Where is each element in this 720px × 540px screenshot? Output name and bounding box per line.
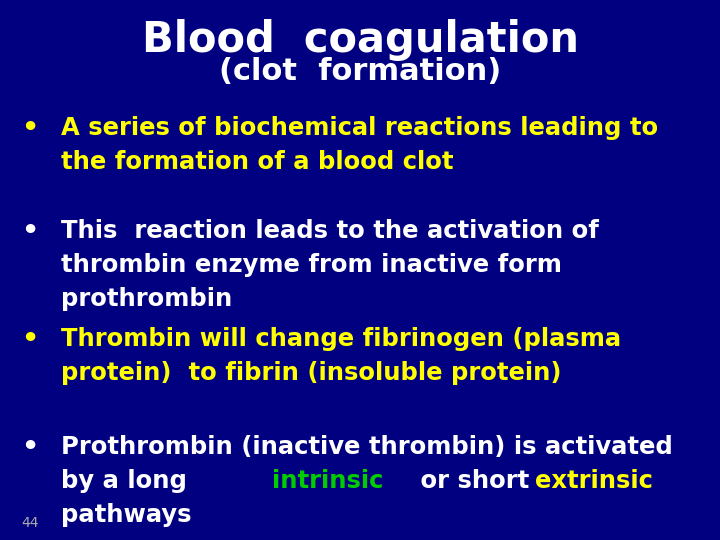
Text: •: • [22,435,39,461]
Text: A series of biochemical reactions leading to: A series of biochemical reactions leadin… [61,116,658,140]
Text: or short: or short [412,469,538,492]
Text: extrinsic: extrinsic [535,469,653,492]
Text: pathways: pathways [61,503,192,526]
Text: Thrombin will change fibrinogen (plasma: Thrombin will change fibrinogen (plasma [61,327,621,350]
Text: •: • [22,116,39,142]
Text: 44: 44 [22,516,39,530]
Text: (clot  formation): (clot formation) [219,57,501,86]
Text: by a long: by a long [61,469,196,492]
Text: prothrombin: prothrombin [61,287,233,310]
Text: intrinsic: intrinsic [272,469,383,492]
Text: Blood  coagulation: Blood coagulation [142,19,578,61]
Text: •: • [22,327,39,353]
Text: This  reaction leads to the activation of: This reaction leads to the activation of [61,219,599,242]
Text: thrombin enzyme from inactive form: thrombin enzyme from inactive form [61,253,562,276]
Text: •: • [22,219,39,245]
Text: the formation of a blood clot: the formation of a blood clot [61,150,454,174]
Text: Prothrombin (inactive thrombin) is activated: Prothrombin (inactive thrombin) is activ… [61,435,673,458]
Text: protein)  to fibrin (insoluble protein): protein) to fibrin (insoluble protein) [61,361,562,384]
